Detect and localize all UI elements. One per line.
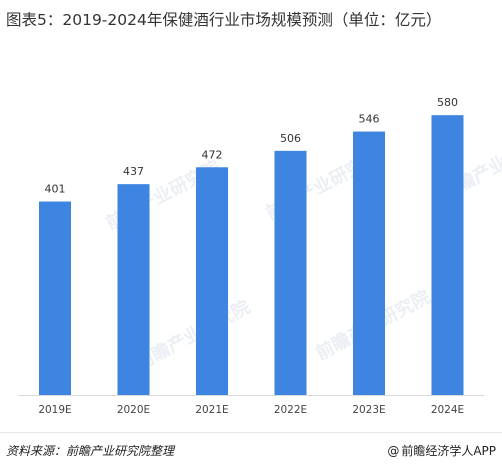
chart-area: 前瞻产业研究院前瞻产业研究院前瞻产业研究院前瞻产业研究院前瞻产业研究院 4014… — [0, 40, 502, 432]
bar-2019E — [39, 201, 71, 395]
chart-title: 图表5：2019-2024年保健酒行业市场规模预测（单位：亿元） — [6, 11, 442, 29]
x-tick-label-2022E: 2022E — [274, 404, 307, 416]
data-label-2019E: 401 — [45, 183, 66, 196]
data-label-2024E: 580 — [437, 96, 458, 109]
source-note: 资料来源：前瞻产业研究院整理 — [6, 444, 175, 458]
data-label-2021E: 472 — [202, 148, 223, 161]
x-tick-label-2021E: 2021E — [195, 404, 228, 416]
x-tick-label-2019E: 2019E — [38, 404, 71, 416]
data-label-2023E: 546 — [359, 113, 380, 126]
credit-text: 前瞻经济学人APP — [401, 444, 496, 458]
at-icon: @ — [387, 444, 400, 458]
x-tick-label-2024E: 2024E — [431, 404, 464, 416]
watermark-text: 前瞻产业研究院 — [132, 296, 254, 375]
bar-2022E — [274, 150, 307, 395]
x-tick-labels: 2019E 2020E 2021E 2022E 2023E 2024E — [38, 404, 464, 416]
bar-2020E — [117, 184, 150, 395]
bar-2023E — [353, 131, 385, 395]
x-tick-label-2023E: 2023E — [352, 404, 385, 416]
credit: @ 前瞻经济学人APP — [387, 442, 496, 459]
bars-group: 401 437 472 506 546 580 — [39, 96, 464, 396]
footer-divider — [0, 432, 502, 433]
data-label-2022E: 506 — [280, 132, 301, 145]
bar-2024E — [431, 115, 464, 396]
x-tick-label-2020E: 2020E — [117, 404, 150, 416]
bar-2021E — [196, 167, 228, 395]
bar-chart: 前瞻产业研究院前瞻产业研究院前瞻产业研究院前瞻产业研究院前瞻产业研究院 4014… — [18, 96, 502, 416]
footer: 资料来源：前瞻产业研究院整理 @ 前瞻经济学人APP — [0, 432, 502, 466]
data-label-2020E: 437 — [123, 165, 144, 178]
